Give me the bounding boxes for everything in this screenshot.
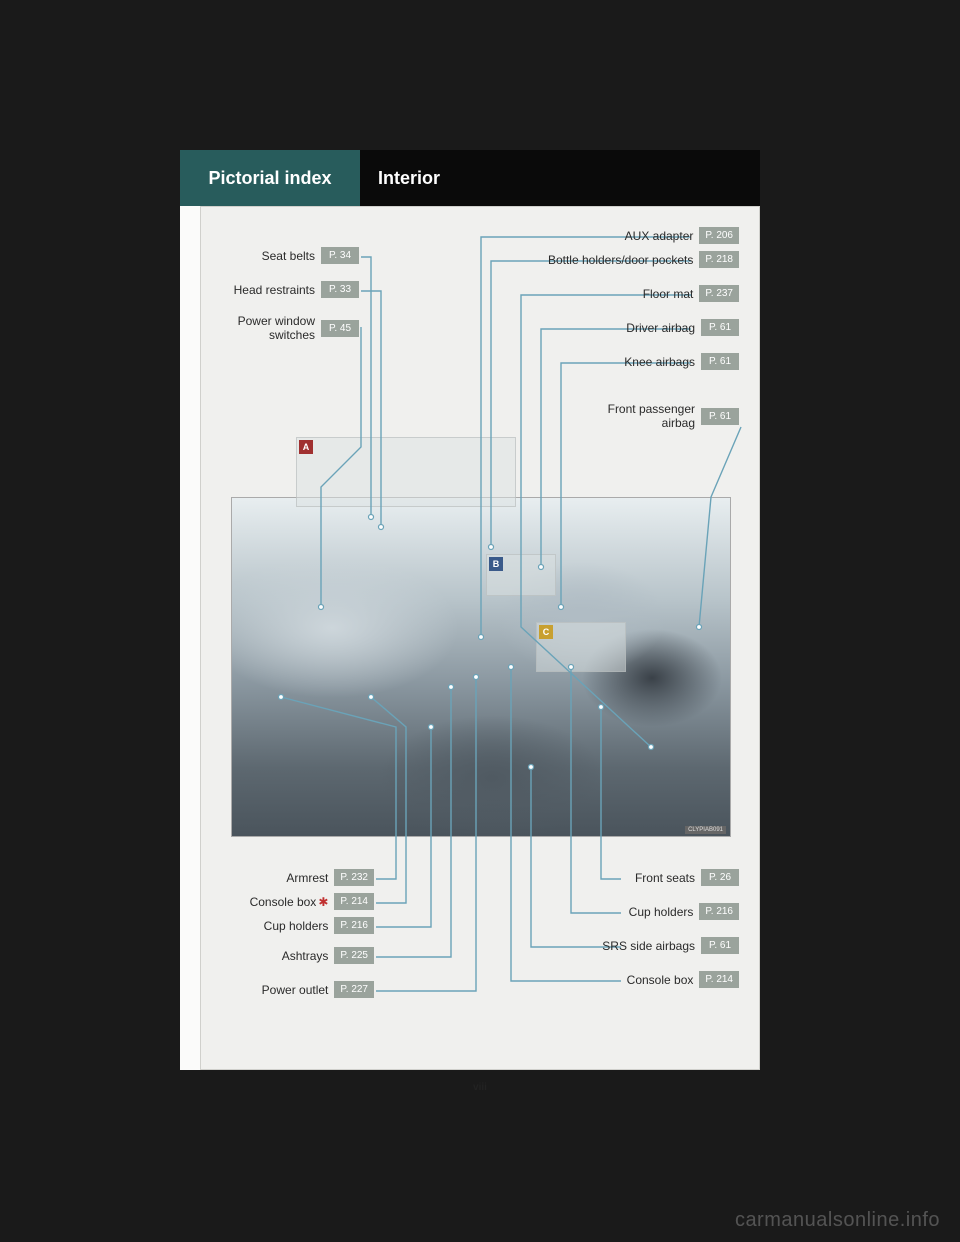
label: Cup holders bbox=[264, 919, 329, 933]
watermark: carmanualsonline.info bbox=[735, 1209, 940, 1232]
callout-power-window: Power windowswitches P. 45 bbox=[238, 315, 359, 343]
page-number: viii bbox=[473, 1082, 487, 1093]
page-badge: P. 61 bbox=[701, 353, 739, 370]
page-badge: P. 214 bbox=[334, 893, 374, 910]
page-badge: P. 61 bbox=[701, 319, 739, 336]
page-badge: P. 237 bbox=[699, 285, 739, 302]
page-badge: P. 33 bbox=[321, 281, 359, 298]
callout-console-box: Console box P. 214 bbox=[627, 971, 739, 988]
page-badge: P. 214 bbox=[699, 971, 739, 988]
page-badge: P. 216 bbox=[699, 903, 739, 920]
label: Cup holders bbox=[629, 905, 694, 919]
label: Knee airbags bbox=[624, 355, 695, 369]
page-badge: P. 34 bbox=[321, 247, 359, 264]
label: Bottle holders/door pockets bbox=[548, 253, 693, 267]
callout-cup-holders-l: Cup holders P. 216 bbox=[264, 917, 374, 934]
callout-head-restraints: Head restraints P. 33 bbox=[234, 281, 359, 298]
callout-seat-belts: Seat belts P. 34 bbox=[262, 247, 359, 264]
star-icon: ✱ bbox=[318, 895, 328, 909]
content-area: Seat belts P. 34 Head restraints P. 33 P… bbox=[200, 206, 760, 1070]
marker-c: C bbox=[539, 625, 553, 639]
page-badge: P. 218 bbox=[699, 251, 739, 268]
callout-front-passenger-airbag: Front passengerairbag P. 61 bbox=[608, 403, 739, 431]
label: Floor mat bbox=[643, 287, 694, 301]
callout-front-seats: Front seats P. 26 bbox=[635, 869, 739, 886]
callout-aux: AUX adapter P. 206 bbox=[625, 227, 739, 244]
page-badge: P. 227 bbox=[334, 981, 374, 998]
page-badge: P. 45 bbox=[321, 320, 359, 337]
callout-power-outlet: Power outlet P. 227 bbox=[262, 981, 374, 998]
marker-a: A bbox=[299, 440, 313, 454]
page-header: Pictorial index Interior bbox=[180, 150, 760, 206]
label: Power windowswitches bbox=[238, 315, 315, 343]
label: Seat belts bbox=[262, 249, 315, 263]
page-badge: P. 61 bbox=[701, 937, 739, 954]
page-badge: P. 26 bbox=[701, 869, 739, 886]
page-badge: P. 206 bbox=[699, 227, 739, 244]
callout-knee-airbags: Knee airbags P. 61 bbox=[624, 353, 739, 370]
label: Front seats bbox=[635, 871, 695, 885]
callout-armrest: Armrest P. 232 bbox=[286, 869, 374, 886]
callout-console-box-star: Console box✱ P. 214 bbox=[250, 893, 374, 910]
callout-srs-side-airbags: SRS side airbags P. 61 bbox=[602, 937, 739, 954]
label: Armrest bbox=[286, 871, 328, 885]
page-badge: P. 61 bbox=[701, 408, 739, 425]
callout-cup-holders-r: Cup holders P. 216 bbox=[629, 903, 739, 920]
manual-page: Pictorial index Interior Seat belts P. 3… bbox=[180, 150, 760, 1070]
header-tab-interior: Interior bbox=[360, 150, 760, 206]
marker-b: B bbox=[489, 557, 503, 571]
callout-floor-mat: Floor mat P. 237 bbox=[643, 285, 739, 302]
label: SRS side airbags bbox=[602, 939, 695, 953]
image-credit: CLYPIAB091 bbox=[685, 826, 726, 834]
page-badge: P. 216 bbox=[334, 917, 374, 934]
header-tab-pictorial: Pictorial index bbox=[180, 150, 360, 206]
label: Driver airbag bbox=[626, 321, 695, 335]
page-badge: P. 232 bbox=[334, 869, 374, 886]
label-text: Console box bbox=[250, 895, 317, 909]
label: Front passengerairbag bbox=[608, 403, 695, 431]
label: Head restraints bbox=[234, 283, 315, 297]
label: AUX adapter bbox=[625, 229, 694, 243]
label: Power outlet bbox=[262, 983, 329, 997]
interior-diagram: CLYPIAB091 bbox=[231, 497, 731, 837]
page-badge: P. 225 bbox=[334, 947, 374, 964]
label: Console box bbox=[627, 973, 694, 987]
region-a-box bbox=[296, 437, 516, 507]
callout-bottle-holders: Bottle holders/door pockets P. 218 bbox=[548, 251, 739, 268]
label: Ashtrays bbox=[282, 949, 329, 963]
callout-driver-airbag: Driver airbag P. 61 bbox=[626, 319, 739, 336]
label: Console box✱ bbox=[250, 895, 329, 909]
callout-ashtrays: Ashtrays P. 225 bbox=[282, 947, 374, 964]
